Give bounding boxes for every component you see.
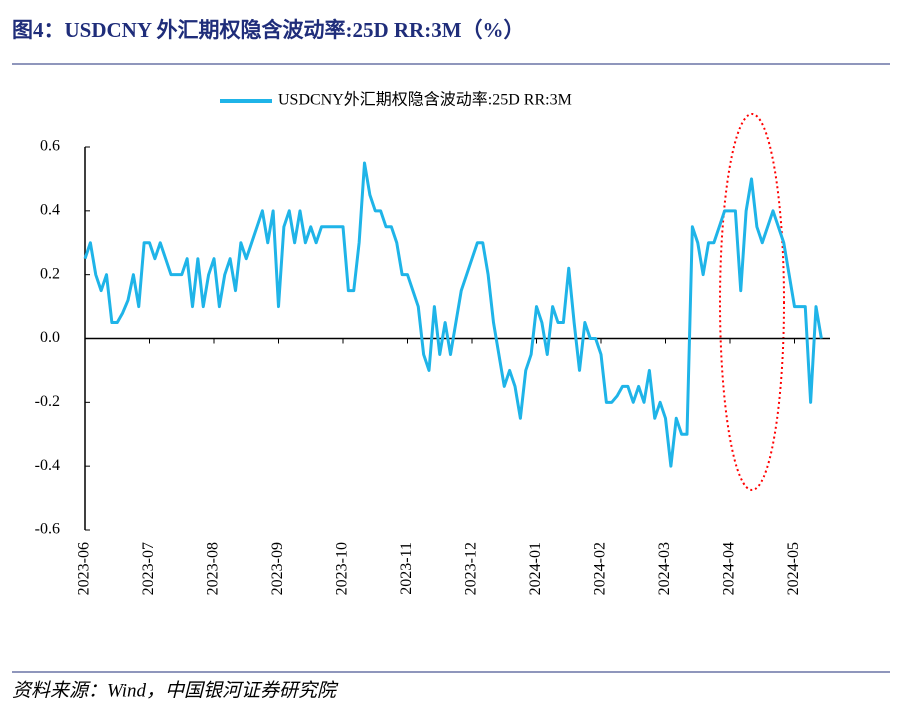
x-tick-label: 2023-11 (398, 542, 415, 595)
chart-title: 图4：USDCNY 外汇期权隐含波动率:25D RR:3M（%） (12, 18, 525, 42)
x-tick-label: 2023-10 (334, 542, 351, 595)
x-tick-label: 2023-07 (140, 542, 157, 595)
y-tick-label: 0.0 (40, 329, 60, 346)
y-tick-label: 0.6 (40, 138, 60, 155)
x-tick-label: 2024-01 (527, 542, 544, 595)
x-tick-label: 2023-09 (269, 542, 286, 595)
x-tick-label: 2024-02 (592, 542, 609, 595)
y-tick-label: -0.4 (35, 457, 60, 474)
source: 资料来源：Wind，中国银河证券研究院 (12, 679, 339, 701)
x-tick-label: 2024-03 (656, 542, 673, 595)
highlight-ellipse (719, 113, 785, 491)
y-tick-label: 0.4 (40, 202, 60, 219)
x-tick-label: 2024-04 (721, 542, 738, 595)
x-tick-label: 2023-12 (463, 542, 480, 595)
x-tick-label: 2023-06 (76, 542, 93, 595)
x-tick-label: 2024-05 (785, 542, 802, 595)
legend-label: USDCNY外汇期权隐含波动率:25D RR:3M (278, 91, 572, 109)
x-tick-label: 2023-08 (205, 542, 222, 595)
y-tick-label: -0.6 (35, 521, 60, 538)
y-tick-label: 0.2 (40, 265, 60, 282)
y-tick-label: -0.2 (35, 393, 60, 410)
series-line (83, 161, 823, 468)
